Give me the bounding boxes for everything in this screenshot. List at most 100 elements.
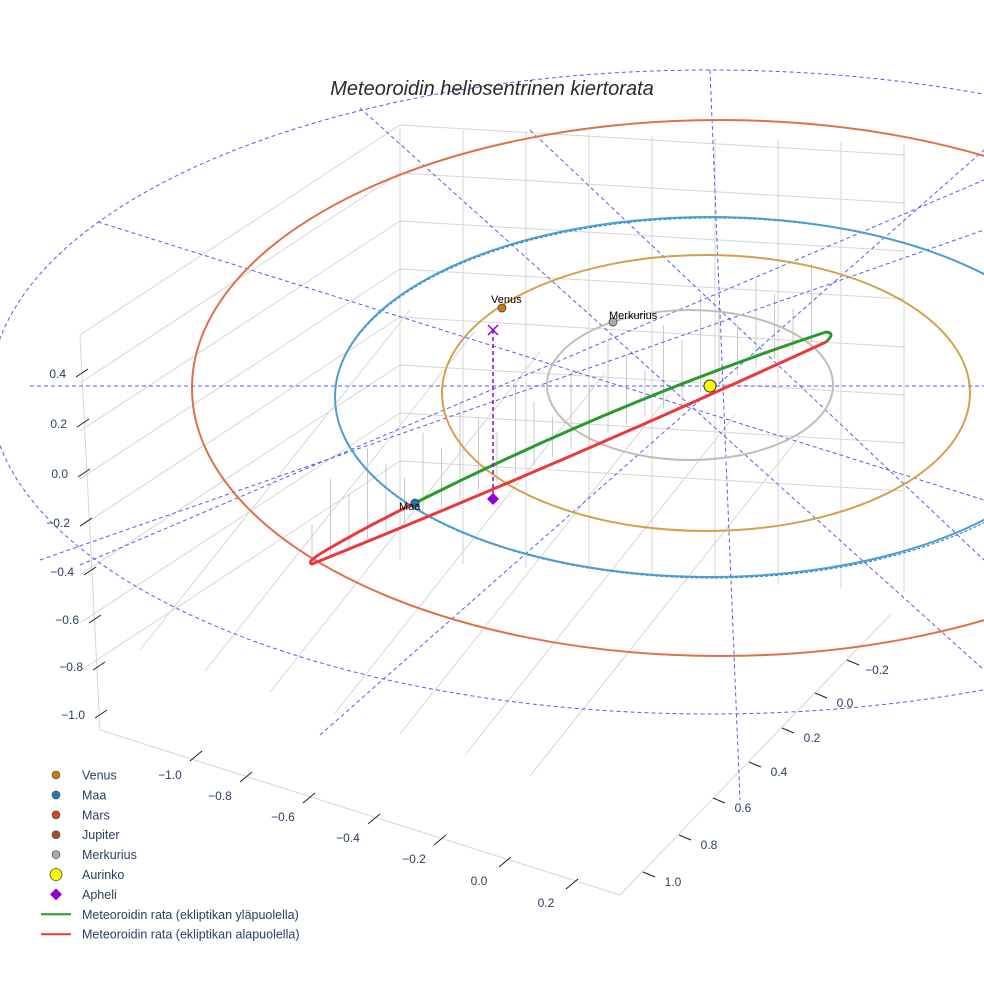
x-tick-mark [433, 834, 447, 846]
y-tick-mark [814, 692, 828, 699]
z-tick-label: −0.6 [55, 613, 79, 627]
x-tick-label: −0.6 [271, 810, 295, 824]
z-tick-label: −1.0 [61, 708, 85, 722]
reference-line [709, 69, 741, 801]
legend-marker [49, 868, 63, 881]
legend-item[interactable]: Merkurius [51, 848, 137, 862]
aphelion-x-marker [487, 324, 499, 336]
grid-line [79, 220, 906, 432]
legend-item[interactable]: Meteoroidin rata (ekliptikan alapuolella… [41, 928, 299, 942]
y-tick-label: −0.2 [865, 663, 889, 677]
reference-line [319, 149, 984, 736]
orbit-venus [441, 254, 971, 532]
legend-label: Meteoroidin rata (ekliptikan yläpuolella… [82, 908, 299, 922]
y-tick-label: 0.8 [701, 838, 718, 852]
x-tick-label: −0.2 [402, 852, 426, 866]
z-tick-label: 0.2 [50, 417, 67, 431]
y-tick-label: 1.0 [665, 875, 682, 889]
legend-label: Apheli [82, 888, 117, 902]
reference-lines [0, 69, 984, 801]
venus-marker [497, 303, 507, 313]
legend-label: Jupiter [82, 828, 120, 842]
x-tick-mark [498, 856, 512, 868]
y-tick-mark [748, 761, 762, 768]
y-tick-mark [846, 659, 860, 666]
grid-line [139, 309, 411, 651]
chart-title: Meteoroidin heliosentrinen kiertorata [330, 78, 654, 100]
y-tick-mark [642, 871, 656, 878]
z-tick-label: −0.8 [59, 660, 83, 674]
x-tick-label: −1.0 [158, 768, 182, 782]
legend-item[interactable]: Apheli [50, 888, 117, 902]
venus-label: Venus [491, 294, 522, 306]
meteoroid-orbit-below [309, 340, 827, 566]
reference-circle [0, 69, 984, 715]
legend-marker [51, 830, 61, 840]
legend-item[interactable]: Meteoroidin rata (ekliptikan yläpuolella… [41, 908, 299, 922]
y-tick-label: 0.4 [771, 765, 788, 779]
legend-item[interactable]: Maa [51, 788, 106, 802]
legend-item[interactable]: Venus [51, 769, 117, 783]
grid-line [529, 435, 801, 777]
z-tick-label: 0.0 [51, 467, 68, 481]
trajectory-stems [311, 263, 812, 564]
grid-line [399, 393, 671, 735]
x-tick-mark [239, 771, 253, 783]
legend-label: Mars [82, 808, 110, 822]
merkurius-marker [608, 317, 618, 327]
y-tick-label: 0.2 [804, 731, 821, 745]
y-tick-mark [678, 834, 692, 841]
orbit-merkurius [546, 309, 834, 461]
reference-line [97, 221, 984, 501]
z-tick-label: −0.2 [46, 516, 70, 530]
z-tick-mark [77, 468, 91, 478]
meteoroid-orbit-above [414, 330, 833, 505]
reference-line [79, 179, 984, 566]
reference-line [529, 129, 984, 561]
x-tick-label: 0.2 [538, 896, 555, 910]
maa-label: Maa [399, 501, 421, 513]
z-tick-mark [79, 517, 93, 527]
orbit-maa [334, 216, 984, 578]
legend-marker [51, 850, 61, 859]
x-tick-label: −0.8 [208, 789, 232, 803]
legend-label: Maa [82, 788, 106, 802]
z-tick-mark [75, 368, 89, 378]
merkurius-label: Merkurius [609, 310, 658, 322]
legend-item[interactable]: Jupiter [51, 828, 120, 842]
grid-line [79, 124, 906, 336]
legend-marker [51, 810, 61, 820]
orbit-mars [191, 119, 984, 657]
reference-line [39, 229, 984, 561]
z-tick-label: 0.4 [49, 367, 66, 381]
x-tick-mark [565, 878, 579, 890]
y-tick-mark [712, 797, 726, 804]
x-tick-label: 0.0 [471, 874, 488, 888]
legend-label: Venus [82, 769, 117, 783]
legend-label: Aurinko [82, 868, 124, 882]
grid-lines [79, 124, 906, 896]
grid-line [464, 414, 736, 756]
z-tick-mark [92, 661, 106, 671]
x-tick-label: −0.4 [336, 831, 360, 845]
axis-box-edge [79, 334, 891, 896]
x-tick-mark [367, 813, 381, 825]
y-tick-label: 0.6 [735, 801, 752, 815]
z-tick-mark [83, 566, 97, 576]
z-tick-mark [88, 614, 102, 624]
legend-item[interactable]: Aurinko [49, 868, 124, 882]
legend-item[interactable]: Mars [51, 808, 110, 822]
maa-marker [410, 498, 420, 508]
y-tick-mark [781, 727, 795, 734]
legend-marker [51, 770, 61, 780]
x-tick-mark [302, 792, 316, 804]
z-tick-mark [76, 418, 90, 428]
x-tick-mark [189, 750, 203, 762]
legend-marker [51, 790, 61, 800]
z-tick-mark [94, 709, 108, 719]
y-tick-label: 0.0 [837, 696, 854, 710]
aphelion-marker [487, 493, 499, 505]
grid-line [334, 372, 606, 714]
